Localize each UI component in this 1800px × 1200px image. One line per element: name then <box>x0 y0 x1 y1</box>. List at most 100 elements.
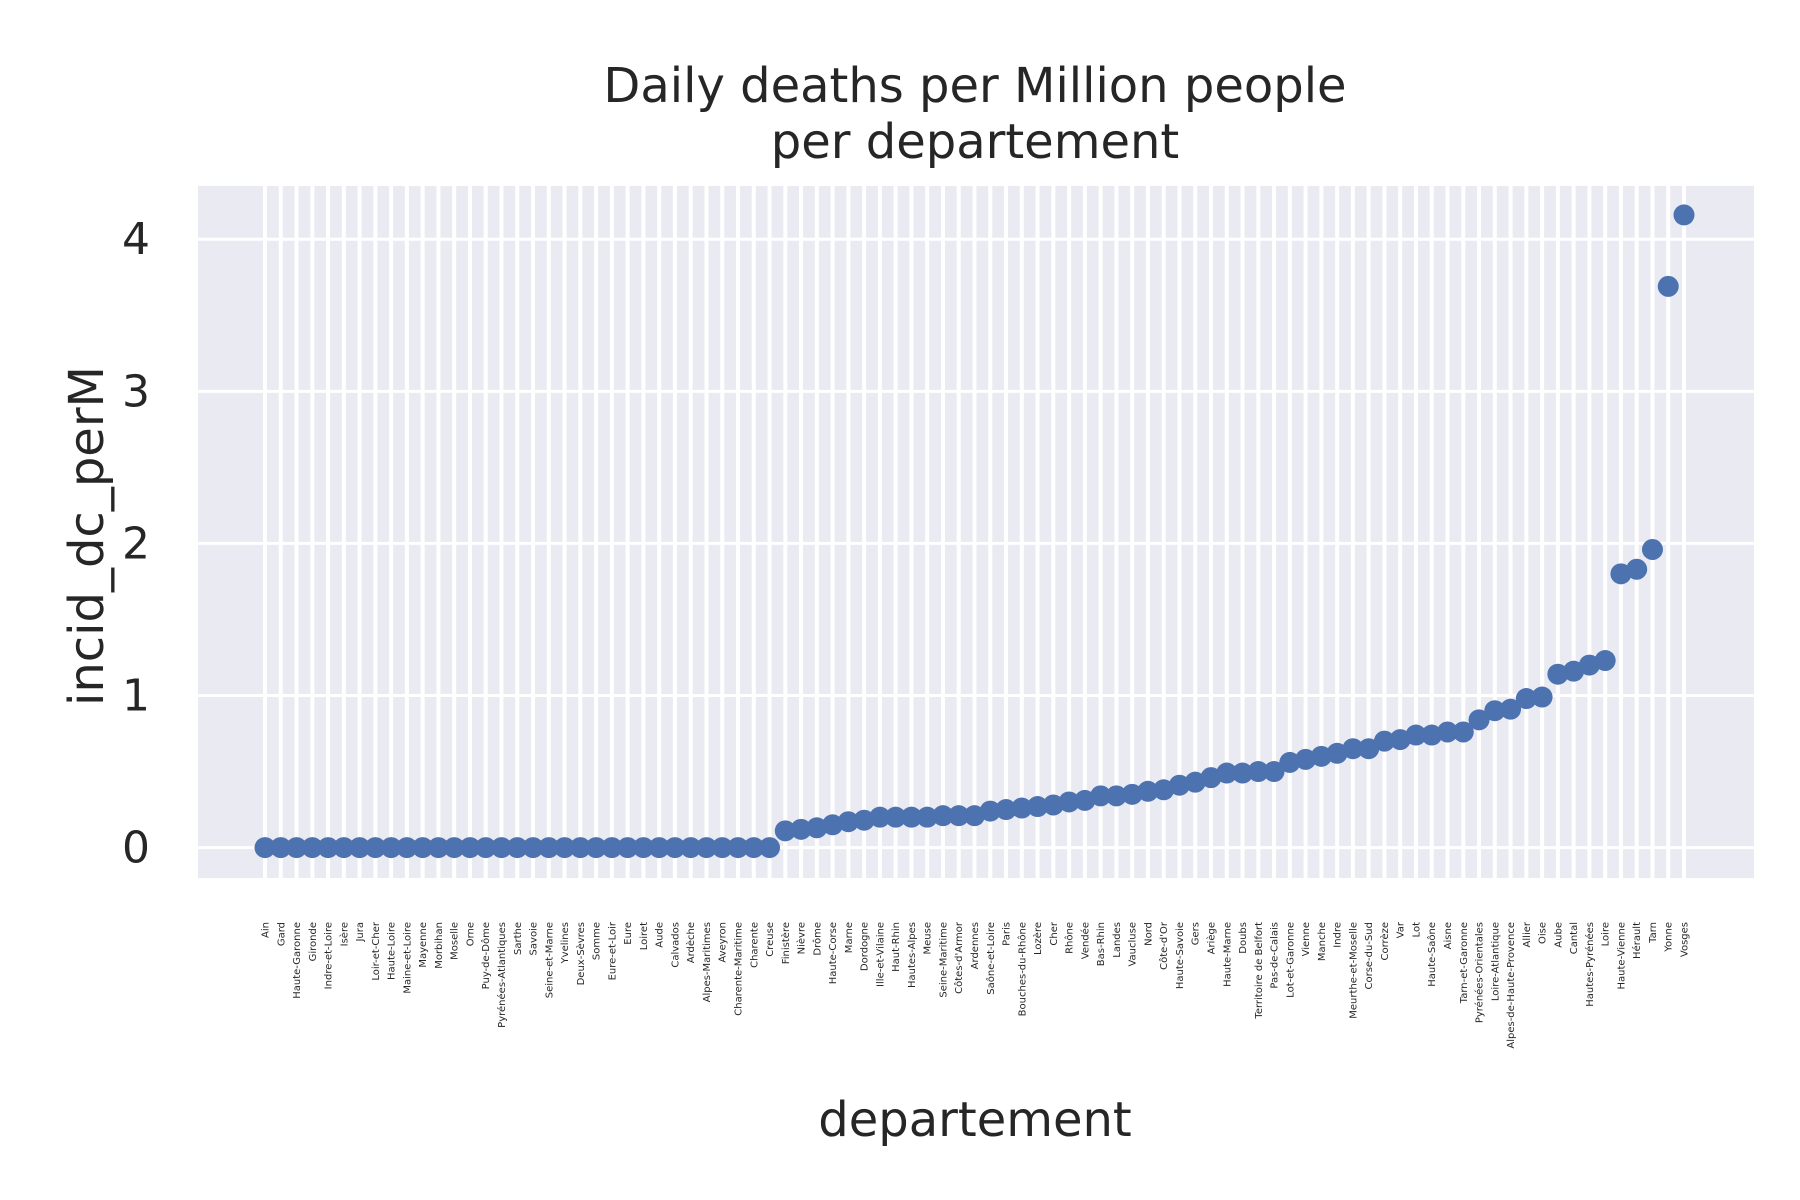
data-point <box>932 805 954 827</box>
x-tick-label: Tarn <box>1648 922 1659 944</box>
data-point <box>774 820 796 842</box>
data-point <box>1168 774 1190 796</box>
data-point <box>727 837 749 859</box>
data-point <box>837 811 859 833</box>
x-tick-label: Gard <box>276 922 287 946</box>
y-axis-label: incid_dc_perM <box>59 366 115 706</box>
data-point <box>617 837 639 859</box>
data-point <box>601 837 623 859</box>
data-point <box>1641 538 1663 560</box>
data-point <box>680 837 702 859</box>
data-point <box>1515 688 1537 710</box>
x-tick-label: Gironde <box>308 922 319 961</box>
data-point <box>569 837 591 859</box>
x-tick-label: Aube <box>1553 922 1564 948</box>
data-point <box>364 837 386 859</box>
data-point <box>443 837 465 859</box>
x-tick-label: Mayenne <box>418 922 429 968</box>
data-point <box>964 805 985 827</box>
data-point <box>1074 789 1096 811</box>
data-point <box>1389 729 1411 751</box>
x-tick-label: Allier <box>1522 921 1533 947</box>
data-point <box>1437 721 1458 743</box>
x-tick-label: Loiret <box>639 922 650 950</box>
x-tick-label: Aude <box>655 922 666 948</box>
x-tick-label: Haute-Loire <box>387 922 398 980</box>
x-tick-label: Haute-Marne <box>1222 922 1233 987</box>
x-tick-label: Charente <box>749 922 760 968</box>
data-point <box>1184 771 1206 793</box>
x-tick-label: Seine-et-Marne <box>544 922 555 998</box>
x-tick-label: Nièvre <box>796 922 808 954</box>
data-point <box>806 817 828 839</box>
x-tick-label: Puy-de-Dôme <box>480 922 492 989</box>
data-points <box>254 204 1695 859</box>
data-point <box>885 806 907 828</box>
x-tick-label: Territoire de Belfort <box>1254 922 1265 1020</box>
x-tick-label: Indre-et-Loire <box>324 922 335 989</box>
x-tick-label: Lot-et-Garonne <box>1285 922 1296 998</box>
data-point <box>1484 700 1506 722</box>
x-tick-label: Hérault <box>1631 922 1643 959</box>
data-point <box>900 806 922 828</box>
data-point <box>695 837 717 859</box>
x-tick-label: Loire <box>1601 922 1612 946</box>
data-point <box>1468 709 1490 731</box>
data-point <box>743 837 765 859</box>
x-tick-label: Drôme <box>811 922 823 956</box>
data-point <box>1137 780 1159 802</box>
x-tick-label: Haut-Rhin <box>891 922 902 972</box>
data-point <box>1216 762 1238 784</box>
x-tick-label: Côtes-d'Armor <box>953 921 965 994</box>
x-tick-labels: Ain Gard Haute-Garonne Gironde Indre-et-Loir… <box>261 921 1691 1049</box>
x-tick-label: Oise <box>1538 922 1549 944</box>
data-point <box>822 814 844 836</box>
data-point <box>1200 767 1222 789</box>
data-point <box>1358 738 1380 760</box>
x-tick-label: Marne <box>844 922 855 953</box>
x-tick-label: Vienne <box>1301 922 1312 956</box>
x-tick-label: Haute-Corse <box>828 922 839 984</box>
x-tick-label: Ain <box>261 922 272 938</box>
data-point <box>1626 558 1648 580</box>
data-point <box>1342 738 1364 760</box>
x-tick-label: Isère <box>338 922 350 946</box>
y-tick-label: 4 <box>122 214 150 265</box>
grid <box>198 186 1754 878</box>
data-point <box>995 799 1017 821</box>
data-point <box>1232 762 1254 784</box>
data-point <box>1657 275 1679 297</box>
data-point <box>506 837 528 859</box>
chart-title-line-1: Daily deaths per Million people <box>603 58 1346 114</box>
data-point <box>427 837 449 859</box>
data-point <box>1373 730 1395 752</box>
y-tick-labels: 0 1 2 3 4 <box>122 214 150 873</box>
data-point <box>1105 785 1127 807</box>
data-point <box>585 837 607 859</box>
x-tick-label: Yvelines <box>560 922 571 964</box>
x-tick-label: Deux-Sèvres <box>575 922 587 985</box>
x-tick-label: Doubs <box>1238 922 1249 954</box>
x-tick-label: Eure-et-Loir <box>607 921 618 980</box>
x-tick-label: Ardèche <box>685 922 697 963</box>
x-tick-label: Aveyron <box>718 922 729 963</box>
data-point <box>380 837 402 859</box>
x-tick-label: Jura <box>355 922 366 943</box>
data-point <box>1610 563 1632 585</box>
y-tick-label: 2 <box>122 518 150 569</box>
x-tick-label: Bas-Rhin <box>1096 922 1107 966</box>
data-point <box>270 837 292 859</box>
x-tick-label: Rhône <box>1064 922 1076 954</box>
x-tick-label: Manche <box>1317 922 1328 961</box>
data-point <box>1310 745 1332 767</box>
x-tick-label: Ardennes <box>970 922 981 969</box>
x-tick-label: Côte-d'Or <box>1158 921 1170 970</box>
data-point <box>790 818 812 840</box>
x-tick-label: Haute-Vienne <box>1616 922 1627 989</box>
x-tick-label: Gers <box>1191 922 1202 945</box>
data-point <box>554 837 576 859</box>
data-point <box>317 837 339 859</box>
y-tick-label: 3 <box>122 366 150 417</box>
x-tick-label: Vosges <box>1680 922 1691 957</box>
data-point <box>916 806 938 828</box>
